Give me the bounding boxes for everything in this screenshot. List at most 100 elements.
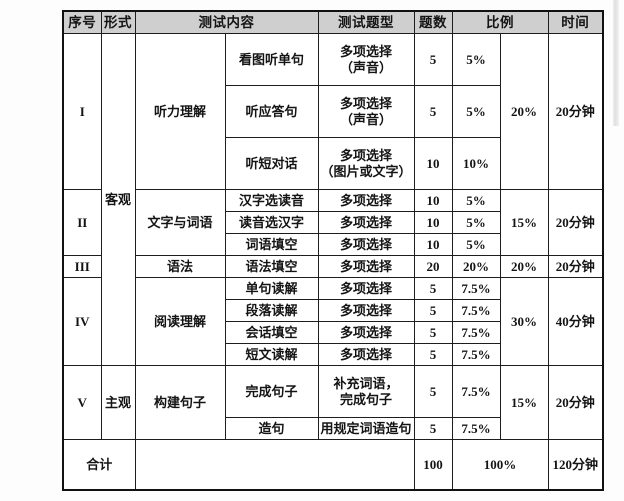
- section-time: 20分钟: [547, 189, 604, 256]
- total-ratio: 100%: [451, 439, 549, 490]
- table-header-row: 序号 形式 测试内容 测试题型 题数 比例 时间: [62, 10, 604, 34]
- table-row: 短文读解 多项选择 5 7.5%: [63, 343, 603, 366]
- question-type: 多项选择: [317, 299, 415, 322]
- question-type: 补充词语， 完成句子: [317, 365, 415, 418]
- table-row: 读音选汉字 多项选择 10 5%: [63, 211, 603, 234]
- question-count: 5: [413, 417, 453, 440]
- question-type: 多项选择: [317, 277, 415, 300]
- row-ratio: 7.5%: [451, 277, 501, 300]
- subskill: 段落读解: [224, 299, 319, 322]
- subskill: 汉字选读音: [224, 189, 319, 212]
- question-type-line1: 多项选择: [339, 148, 392, 164]
- subskill: 听应答句: [224, 85, 319, 138]
- question-type-line1: 补充词语，: [333, 376, 399, 392]
- total-label: 合计: [62, 439, 136, 490]
- question-type-line2: （图片或文字）: [320, 163, 412, 179]
- question-type: 用规定词语造句: [317, 417, 415, 440]
- question-count: 5: [413, 321, 453, 344]
- subskill: 语法填空: [224, 255, 319, 278]
- row-ratio: 20%: [451, 255, 501, 278]
- header-index: 序号: [62, 10, 102, 34]
- header-content: 测试内容: [134, 10, 319, 34]
- section-index: I: [62, 33, 102, 190]
- table-row: 听应答句 多项选择 （声音） 5 5%: [63, 85, 603, 138]
- section-content: 语法: [134, 255, 226, 278]
- table-row: 段落读解 多项选择 5 7.5%: [63, 299, 603, 322]
- question-type: 多项选择 （图片或文字）: [317, 137, 415, 190]
- question-count: 5: [413, 365, 453, 418]
- question-type: 多项选择: [317, 233, 415, 256]
- question-type: 多项选择 （声音）: [317, 85, 415, 138]
- subskill: 单句读解: [224, 277, 319, 300]
- scan-edge-artifact: [613, 0, 619, 126]
- question-count: 10: [413, 189, 453, 212]
- row-ratio: 5%: [451, 211, 501, 234]
- exam-spec-table-container: 序号 形式 测试内容 测试题型 题数 比例 时间 I 客观 听力理解 看图听单句: [62, 10, 604, 491]
- section-ratio: 15%: [499, 189, 549, 256]
- question-type: 多项选择 （声音）: [317, 33, 415, 86]
- section-index: II: [62, 189, 102, 256]
- section-index: III: [62, 255, 102, 278]
- header-count: 题数: [413, 10, 453, 34]
- row-ratio: 7.5%: [451, 299, 501, 322]
- section-content: 阅读理解: [134, 277, 226, 366]
- row-ratio: 7.5%: [451, 365, 501, 418]
- question-type: 多项选择: [317, 343, 415, 366]
- question-type-line2: 完成句子: [339, 391, 392, 407]
- row-ratio: 5%: [451, 33, 501, 86]
- subskill: 造句: [224, 417, 319, 440]
- section-index: V: [62, 365, 102, 440]
- subskill: 读音选汉字: [224, 211, 319, 234]
- question-type: 多项选择: [317, 211, 415, 234]
- row-ratio: 5%: [451, 189, 501, 212]
- question-count: 10: [413, 211, 453, 234]
- subskill: 看图听单句: [224, 33, 319, 86]
- header-ratio: 比例: [451, 10, 549, 34]
- header-form: 形式: [100, 10, 136, 34]
- row-ratio: 7.5%: [451, 321, 501, 344]
- section-ratio: 15%: [499, 365, 549, 440]
- section-content: 听力理解: [134, 33, 226, 190]
- section-ratio: 30%: [499, 277, 549, 366]
- section-ratio: 20%: [499, 33, 549, 190]
- total-count: 100: [413, 439, 453, 490]
- subskill: 短文读解: [224, 343, 319, 366]
- row-ratio: 7.5%: [451, 343, 501, 366]
- section-time: 40分钟: [547, 277, 604, 366]
- question-count: 10: [413, 233, 453, 256]
- form-subjective: 主观: [100, 365, 136, 440]
- table-total-row: 合计 100 100% 120分钟: [62, 439, 604, 490]
- question-type: 多项选择: [317, 255, 415, 278]
- table-row: 会话填空 多项选择 5 7.5%: [63, 321, 603, 344]
- question-count: 5: [413, 85, 453, 138]
- question-type-line1: 多项选择: [339, 96, 392, 112]
- table-row: I 客观 听力理解 看图听单句 多项选择 （声音） 5 5% 20% 20分钟: [62, 33, 604, 366]
- table-row: 听短对话 多项选择 （图片或文字） 10 10%: [63, 137, 603, 190]
- question-count: 5: [413, 299, 453, 322]
- header-question-type: 测试题型: [317, 10, 415, 34]
- section-time: 20分钟: [547, 255, 604, 278]
- question-type-line2: （声音）: [339, 111, 392, 127]
- subskill: 会话填空: [224, 321, 319, 344]
- question-type: 多项选择: [317, 321, 415, 344]
- row-ratio: 5%: [451, 85, 501, 138]
- total-blank-cell: [134, 439, 415, 490]
- section-content: 构建句子: [134, 365, 226, 440]
- table-row: III 语法 语法填空 多项选择 20 20% 20% 20分钟: [62, 255, 604, 278]
- form-objective: 客观: [100, 33, 136, 366]
- subskill: 词语填空: [224, 233, 319, 256]
- row-ratio: 10%: [451, 137, 501, 190]
- table-row: V 主观 构建句子 完成句子 补充词语， 完成句子 5 7.5% 15% 20分…: [62, 365, 604, 440]
- question-count: 5: [413, 343, 453, 366]
- subskill: 听短对话: [224, 137, 319, 190]
- question-count: 10: [413, 137, 453, 190]
- header-time: 时间: [547, 10, 604, 34]
- section-index: IV: [62, 277, 102, 366]
- question-count: 5: [413, 277, 453, 300]
- table-row: IV 阅读理解 单句读解 多项选择 5 7.5% 30% 40分钟: [62, 277, 604, 366]
- row-ratio: 5%: [451, 233, 501, 256]
- question-count: 20: [413, 255, 453, 278]
- row-ratio: 7.5%: [451, 417, 501, 440]
- section-ratio: 20%: [499, 255, 549, 278]
